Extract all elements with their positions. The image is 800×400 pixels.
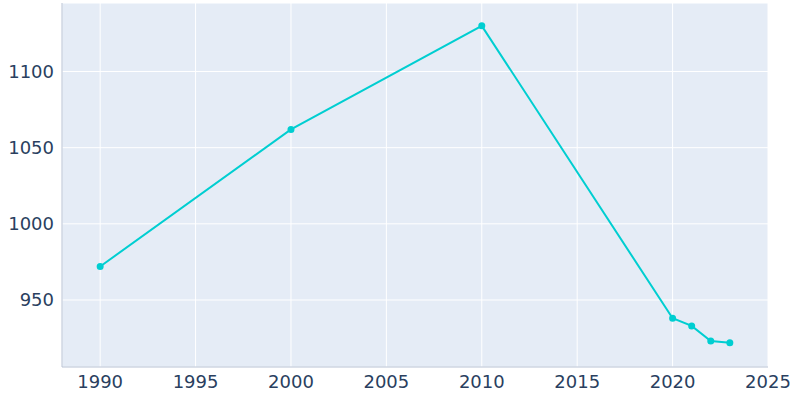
svg-text:1000: 1000 [8, 213, 54, 234]
svg-text:2015: 2015 [554, 371, 600, 392]
svg-text:2005: 2005 [363, 371, 409, 392]
svg-text:1100: 1100 [8, 61, 54, 82]
svg-text:2010: 2010 [459, 371, 505, 392]
svg-text:1990: 1990 [77, 371, 123, 392]
svg-text:1050: 1050 [8, 137, 54, 158]
svg-text:1995: 1995 [173, 371, 219, 392]
svg-text:2025: 2025 [745, 371, 791, 392]
svg-text:950: 950 [20, 289, 54, 310]
svg-text:2000: 2000 [268, 371, 314, 392]
svg-text:2020: 2020 [650, 371, 696, 392]
